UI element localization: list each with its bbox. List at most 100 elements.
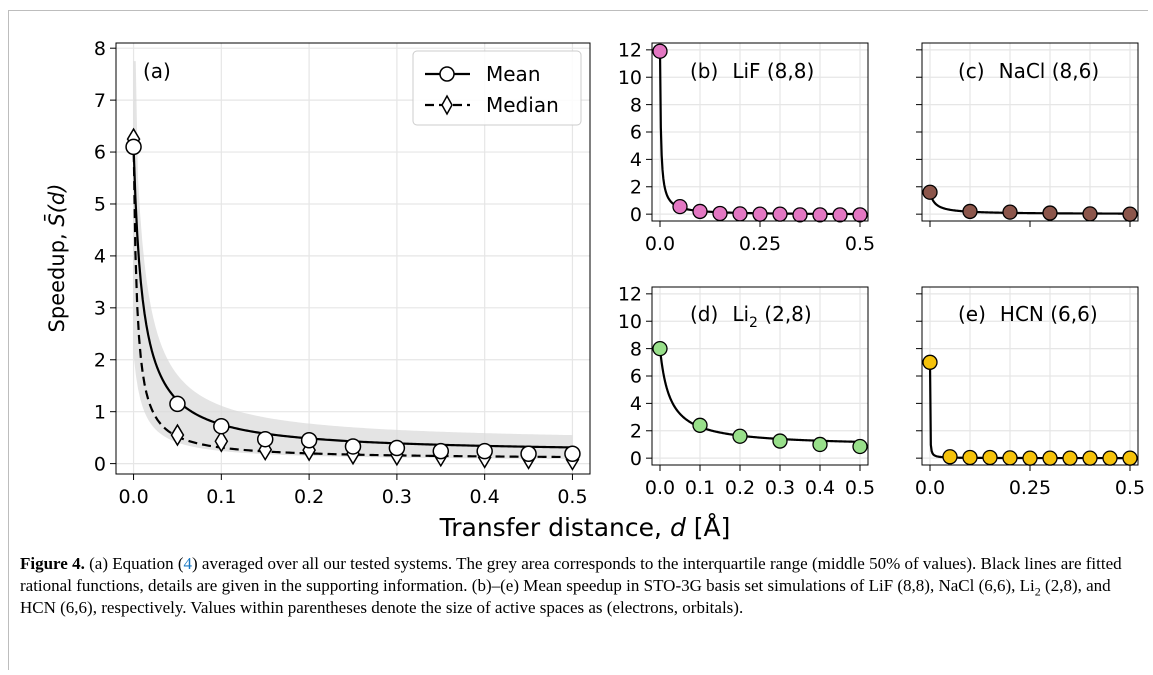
mean-point: [476, 442, 493, 460]
mean-point: [256, 430, 274, 448]
data-point: [732, 206, 748, 222]
mean-point: [388, 439, 406, 457]
y-tick-label: 1: [94, 401, 106, 423]
panel-b-label: (b) LiF (8,8): [690, 59, 814, 83]
data-point: [692, 203, 708, 220]
caption-text-2: ) averaged over all our tested systems. …: [20, 554, 1122, 595]
y-tick-label: 5: [94, 194, 106, 216]
y-tick-label: 4: [630, 393, 642, 415]
data-point: [792, 207, 808, 223]
y-tick-label: 8: [630, 94, 642, 116]
data-point: [812, 436, 828, 453]
data-point: [772, 433, 788, 449]
caption-label: Figure 4.: [20, 554, 85, 573]
y-tick-label: 6: [94, 142, 106, 164]
mean-point: [432, 442, 450, 460]
panel-b: 0.0 0.25 0.5 0 2 4 6 8 10 12 (b) LiF (8,8): [618, 39, 875, 255]
mean-point: [564, 445, 581, 462]
x-tick-label: 0.0: [645, 477, 675, 499]
equation-reference-link[interactable]: 4: [183, 554, 193, 573]
figure-caption: Figure 4. (a) Equation (4) averaged over…: [20, 553, 1135, 619]
figure-frame: [8, 10, 1148, 670]
x-tick-label: 0.5: [845, 477, 875, 499]
panel-a-label: (a): [143, 59, 171, 83]
panel-b-ticks: 0.0 0.25 0.5 0 2 4 6 8 10 12: [618, 39, 875, 255]
panel-e: 0.0 0.25 0.5 (e) HCN (6,6): [915, 286, 1145, 499]
data-point: [852, 207, 868, 223]
data-point: [922, 184, 938, 200]
shared-xlabel: Transfer distance, d [Å]: [439, 513, 731, 542]
mean-point: [213, 417, 230, 435]
panel-e-fit-line: [928, 362, 1130, 460]
data-point: [1002, 450, 1018, 466]
data-point: [752, 206, 768, 222]
caption-subscript: 2: [1034, 584, 1041, 599]
x-tick-label: 0.5: [1115, 477, 1145, 499]
x-tick-label: 0.3: [765, 477, 795, 499]
y-tick-label: 10: [618, 311, 642, 333]
panel-a-axes-frame: [115, 42, 591, 475]
x-tick-label: 0.2: [725, 477, 755, 499]
data-point: [652, 340, 668, 357]
panel-b-grid: [652, 43, 868, 221]
x-tick-label: 0.25: [739, 233, 781, 255]
y-tick-label: 12: [618, 39, 642, 61]
legend-median-label: Median: [486, 93, 559, 117]
panel-d-markers: [652, 340, 868, 455]
y-tick-label: 6: [630, 366, 642, 388]
panel-c-grid: [922, 43, 1138, 221]
x-tick-label: 0.0: [118, 486, 148, 508]
median-point: [214, 429, 229, 453]
panel-c-ticks: [916, 49, 1131, 227]
data-point: [672, 198, 688, 215]
data-point: [692, 417, 708, 433]
x-tick-label: 0.1: [685, 477, 715, 499]
x-tick-label: 0.5: [845, 233, 875, 255]
y-tick-label: 8: [630, 338, 642, 360]
x-tick-label: 0.4: [805, 477, 835, 499]
y-tick-label: 0: [630, 204, 642, 226]
panel-c: (c) NaCl (8,6): [916, 42, 1139, 227]
mean-point: [520, 445, 537, 462]
data-point: [1042, 450, 1058, 466]
data-point: [962, 203, 978, 220]
data-point: [852, 438, 868, 455]
panel-c-label: (c) NaCl (8,6): [958, 59, 1099, 83]
panel-d-fit-line: [658, 348, 861, 443]
legend-mean-marker: [439, 66, 455, 82]
legend-median-marker: [441, 94, 453, 116]
data-point: [1122, 450, 1138, 466]
panel-d-label: (d) Li2 (2,8): [690, 302, 812, 331]
data-point: [1042, 205, 1058, 221]
data-point: [832, 207, 848, 223]
y-tick-label: 0: [630, 448, 642, 470]
data-point: [772, 206, 788, 222]
mean-markers: [125, 138, 581, 462]
y-tick-label: 0: [94, 453, 106, 475]
panel-e-ticks: 0.0 0.25 0.5: [915, 293, 1145, 499]
y-tick-label: 10: [618, 67, 642, 89]
mean-point: [125, 138, 142, 156]
y-tick-label: 4: [630, 149, 642, 171]
panel-d: 0.0 0.1 0.2 0.3 0.4 0.5 0 2 4 6 8 10 12 (d) Li2 (2,8): [618, 283, 875, 499]
data-point: [922, 354, 938, 370]
y-tick-label: 3: [94, 297, 106, 319]
y-tick-label: 8: [94, 38, 106, 60]
panel-e-label: (e) HCN (6,6): [958, 302, 1098, 326]
panel-a-ticks: 0.0 0.1 0.2 0.3 0.4 0.5 0 1 2 3 4 5 6 7 8: [94, 38, 588, 508]
y-tick-label: 6: [630, 122, 642, 144]
x-tick-label: 0.5: [557, 486, 587, 508]
panel-c-fit-line: [928, 191, 1130, 215]
panel-b-markers: [652, 43, 868, 223]
data-point: [1022, 450, 1038, 466]
data-point: [942, 449, 958, 465]
panel-a-ylabel: Speedup, S̄(d): [44, 184, 69, 333]
mean-point: [300, 431, 318, 449]
x-tick-label: 0.4: [470, 486, 500, 508]
panel-d-ticks: 0.0 0.1 0.2 0.3 0.4 0.5 0 2 4 6 8 10 12: [618, 283, 875, 499]
data-point: [1082, 450, 1098, 466]
legend-box: [412, 50, 582, 126]
median-fit-line: [132, 139, 573, 459]
panel-e-grid: [922, 287, 1138, 465]
